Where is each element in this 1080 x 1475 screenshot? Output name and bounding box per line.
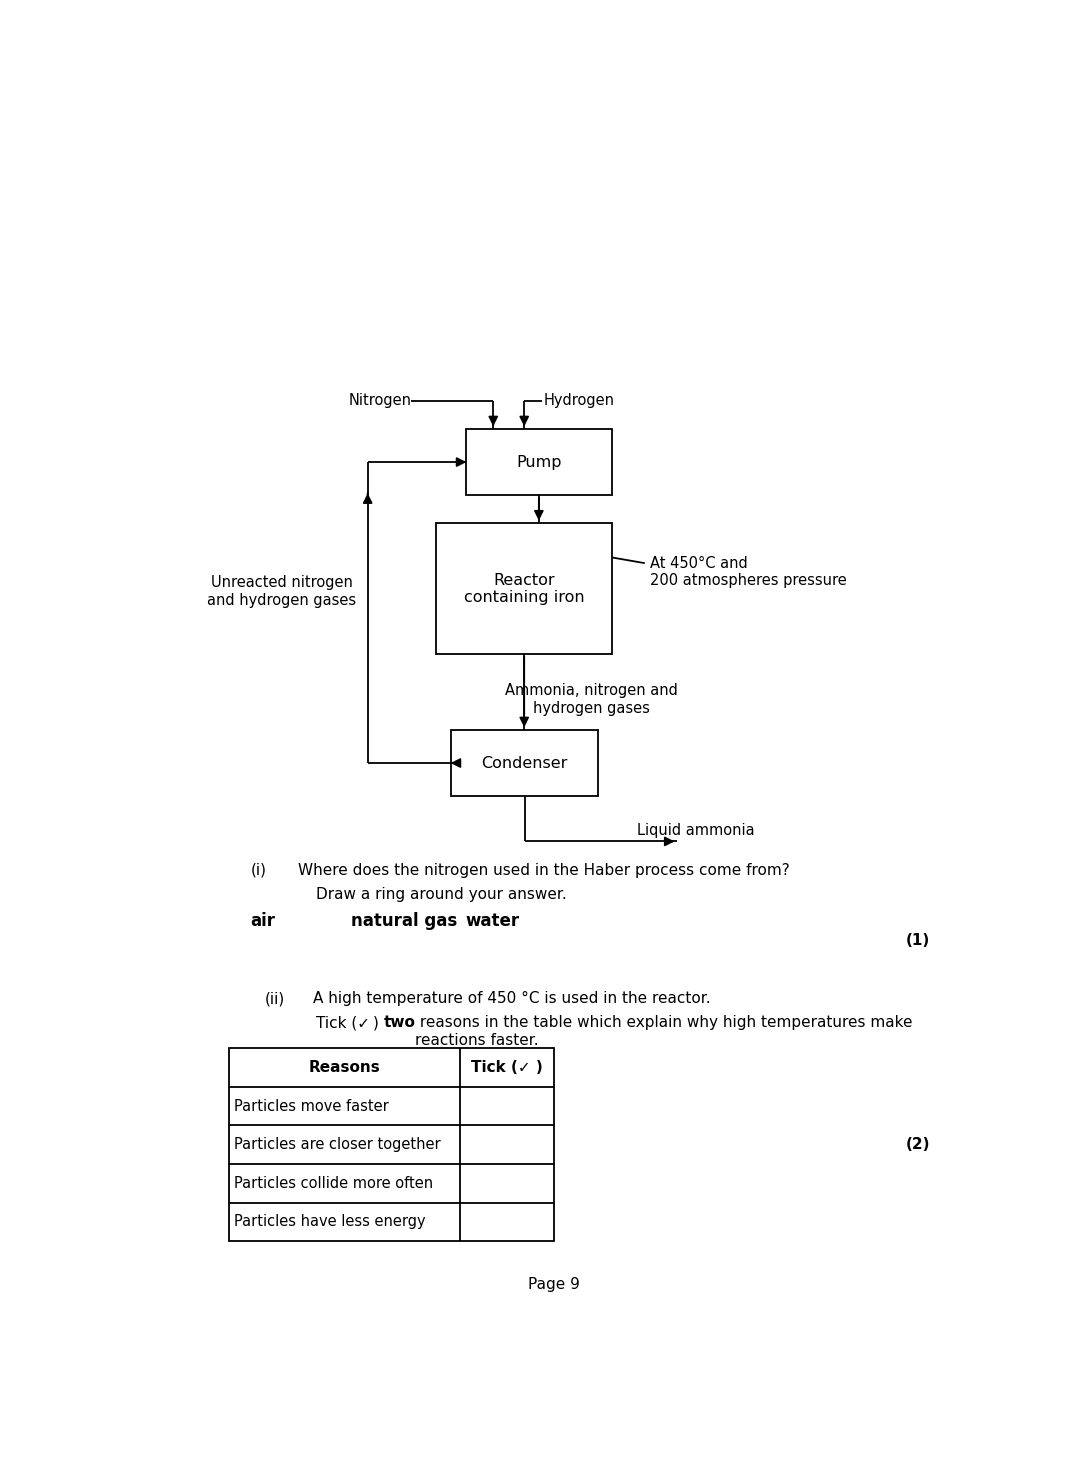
Text: Tick (✓ ): Tick (✓ ) <box>471 1061 542 1075</box>
Bar <box>229 1049 554 1240</box>
Text: reasons in the table which explain why high temperatures make
reactions faster.: reasons in the table which explain why h… <box>416 1015 913 1047</box>
Text: Page 9: Page 9 <box>527 1277 580 1292</box>
Text: Nitrogen: Nitrogen <box>348 394 411 409</box>
Text: Condenser: Condenser <box>482 755 568 770</box>
Text: Particles collide more often: Particles collide more often <box>233 1176 433 1190</box>
Text: Particles move faster: Particles move faster <box>233 1099 389 1114</box>
Text: (2): (2) <box>905 1137 930 1152</box>
Text: (1): (1) <box>905 932 930 948</box>
Text: Reasons: Reasons <box>309 1061 380 1075</box>
Text: (i): (i) <box>251 863 267 878</box>
Text: Particles have less energy: Particles have less energy <box>233 1214 426 1229</box>
Text: air: air <box>251 912 275 929</box>
Text: Particles are closer together: Particles are closer together <box>233 1137 441 1152</box>
Bar <box>436 524 612 653</box>
Text: two: two <box>383 1015 416 1030</box>
Text: Pump: Pump <box>516 454 562 469</box>
Text: Where does the nitrogen used in the Haber process come from?: Where does the nitrogen used in the Habe… <box>298 863 789 878</box>
Text: Draw a ring around your answer.: Draw a ring around your answer. <box>315 886 567 901</box>
Text: Ammonia, nitrogen and
hydrogen gases: Ammonia, nitrogen and hydrogen gases <box>504 683 677 715</box>
Text: (ii): (ii) <box>265 991 285 1006</box>
Text: Unreacted nitrogen
and hydrogen gases: Unreacted nitrogen and hydrogen gases <box>207 575 356 608</box>
Bar <box>451 730 598 796</box>
Bar <box>465 429 612 496</box>
Text: water: water <box>465 912 519 929</box>
Text: Hydrogen: Hydrogen <box>543 394 615 409</box>
Text: Reactor
containing iron: Reactor containing iron <box>464 572 584 605</box>
Text: At 450°C and
200 atmospheres pressure: At 450°C and 200 atmospheres pressure <box>650 556 847 589</box>
Text: Tick (✓ ): Tick (✓ ) <box>315 1015 383 1030</box>
Text: A high temperature of 450 °C is used in the reactor.: A high temperature of 450 °C is used in … <box>313 991 711 1006</box>
Text: Liquid ammonia: Liquid ammonia <box>637 823 755 838</box>
Text: natural gas: natural gas <box>351 912 457 929</box>
